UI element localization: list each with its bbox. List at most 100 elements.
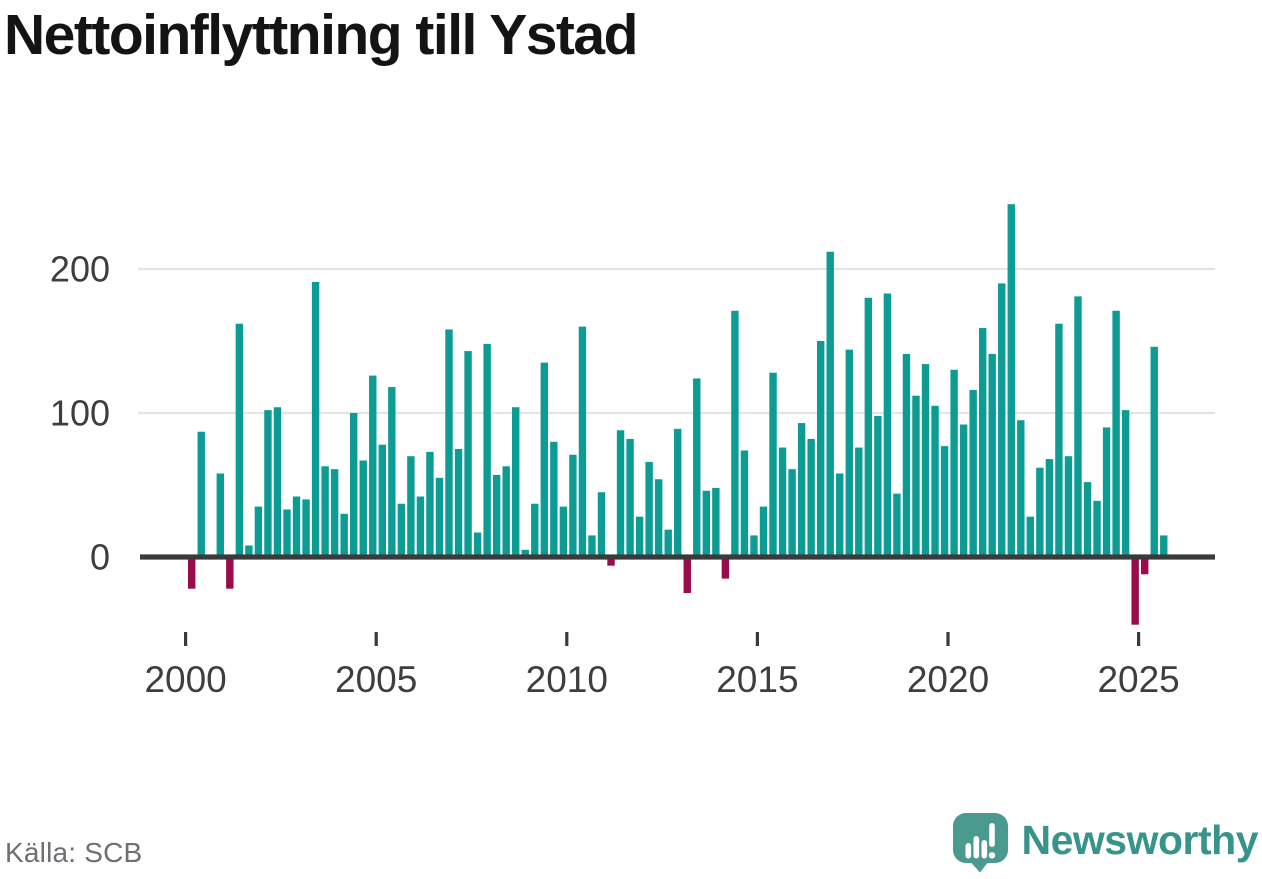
bar-2006-q3 — [435, 477, 444, 557]
bar-2019-q1 — [912, 395, 920, 557]
bar-2012-q2 — [654, 479, 663, 557]
bar-2015-q1 — [759, 506, 768, 557]
bar-2012-q3 — [664, 529, 672, 557]
bar-2007-q1 — [454, 449, 463, 557]
bar-2022-q2 — [1036, 467, 1044, 557]
bar-2015-q3 — [778, 447, 787, 557]
bar-2007-q2 — [464, 351, 472, 557]
bar-2004-q4 — [369, 375, 377, 557]
bar-2019-q4 — [940, 446, 949, 557]
bar-2015-q4 — [788, 469, 796, 557]
bar-2017-q3 — [855, 447, 863, 557]
bar-2013-q2 — [693, 378, 701, 557]
bar-2000-q1 — [188, 557, 196, 589]
bar-2009-q2 — [540, 362, 549, 557]
x-axis-label-2015: 2015 — [716, 659, 798, 700]
brand-name: Newsworthy — [1021, 816, 1259, 863]
bar-2014-q4 — [750, 535, 758, 557]
bar-2011-q1 — [607, 557, 615, 566]
bar-2022-q3 — [1045, 459, 1054, 557]
bar-2021-q4 — [1017, 420, 1025, 557]
bar-2001-q2 — [235, 323, 244, 557]
bar-2018-q1 — [874, 415, 882, 557]
y-axis-label-0: 0 — [90, 537, 110, 578]
y-axis-label-100: 100 — [50, 393, 110, 434]
bar-2000-q4 — [216, 473, 224, 557]
bar-2002-q3 — [283, 509, 291, 557]
bar-2001-q3 — [245, 545, 253, 557]
bar-2014-q3 — [740, 450, 749, 557]
bar-2013-q1 — [683, 557, 691, 593]
bar-2011-q3 — [626, 438, 634, 557]
bar-2008-q2 — [502, 466, 510, 557]
bar-2018-q3 — [893, 493, 901, 557]
x-axis-tick-2005 — [374, 632, 378, 646]
bar-2003-q4 — [330, 469, 339, 557]
bar-2002-q1 — [264, 410, 272, 557]
bar-2010-q3 — [588, 535, 596, 557]
x-axis-tick-2015 — [755, 632, 759, 646]
bar-2016-q1 — [797, 423, 806, 557]
bar-2009-q3 — [550, 441, 558, 557]
bar-2003-q1 — [302, 499, 310, 557]
bar-2020-q4 — [978, 328, 987, 557]
bar-2005-q3 — [397, 503, 406, 557]
bar-2000-q2 — [197, 431, 205, 557]
bar-2014-q1 — [721, 557, 730, 579]
bar-2008-q4 — [521, 549, 529, 557]
bar-2011-q4 — [635, 516, 644, 557]
newsworthy-logo-icon — [952, 813, 1008, 873]
bar-2005-q4 — [407, 456, 415, 557]
bar-2014-q2 — [731, 310, 739, 557]
bar-2005-q2 — [388, 387, 396, 557]
bar-2011-q2 — [616, 430, 625, 557]
bar-2016-q3 — [816, 341, 825, 557]
x-axis-label-2010: 2010 — [526, 659, 608, 700]
bar-2017-q2 — [845, 349, 853, 557]
bar-2020-q1 — [950, 369, 958, 557]
bar-2020-q3 — [969, 389, 977, 557]
bar-2021-q2 — [998, 283, 1006, 557]
bar-2025-q2 — [1150, 346, 1158, 557]
bar-2004-q1 — [340, 513, 348, 557]
bar-2012-q1 — [645, 461, 653, 557]
bar-2023-q4 — [1093, 500, 1101, 557]
bar-2006-q2 — [426, 451, 434, 557]
bar-2016-q4 — [826, 251, 834, 557]
bar-2020-q2 — [959, 424, 968, 557]
x-axis-tick-2010 — [565, 632, 569, 646]
x-axis-tick-2025 — [1137, 632, 1141, 646]
bar-2010-q2 — [578, 326, 587, 557]
bar-2019-q2 — [921, 364, 930, 557]
bar-2023-q2 — [1074, 296, 1082, 557]
bar-2003-q3 — [321, 466, 329, 557]
bar-2010-q4 — [597, 492, 606, 557]
bar-2021-q1 — [988, 353, 996, 557]
bar-2009-q4 — [559, 506, 568, 557]
bar-2018-q4 — [902, 353, 911, 557]
bar-2008-q3 — [512, 407, 520, 557]
x-axis-label-2025: 2025 — [1097, 659, 1179, 700]
bar-2022-q4 — [1055, 323, 1063, 557]
x-axis-label-2005: 2005 — [335, 659, 417, 700]
bar-2024-q3 — [1121, 410, 1130, 557]
bar-2023-q3 — [1083, 482, 1092, 557]
bar-2001-q4 — [254, 506, 263, 557]
bar-2006-q4 — [445, 329, 453, 557]
bar-2024-q1 — [1102, 427, 1111, 557]
bar-2023-q1 — [1064, 456, 1073, 557]
bar-2009-q1 — [531, 503, 539, 557]
bar-2021-q3 — [1007, 204, 1015, 557]
bar-2008-q1 — [492, 474, 501, 557]
bar-2018-q2 — [883, 293, 892, 557]
source-label: Källa: SCB — [5, 837, 143, 868]
bar-2004-q2 — [350, 413, 358, 557]
bar-2002-q2 — [273, 407, 282, 557]
bar-2013-q3 — [702, 490, 711, 557]
bar-2024-q2 — [1112, 310, 1120, 557]
x-axis-tick-2000 — [184, 632, 188, 646]
bar-2010-q1 — [569, 454, 577, 557]
bar-2005-q1 — [378, 444, 386, 557]
bar-2015-q2 — [769, 372, 777, 557]
bar-2017-q1 — [836, 473, 844, 557]
